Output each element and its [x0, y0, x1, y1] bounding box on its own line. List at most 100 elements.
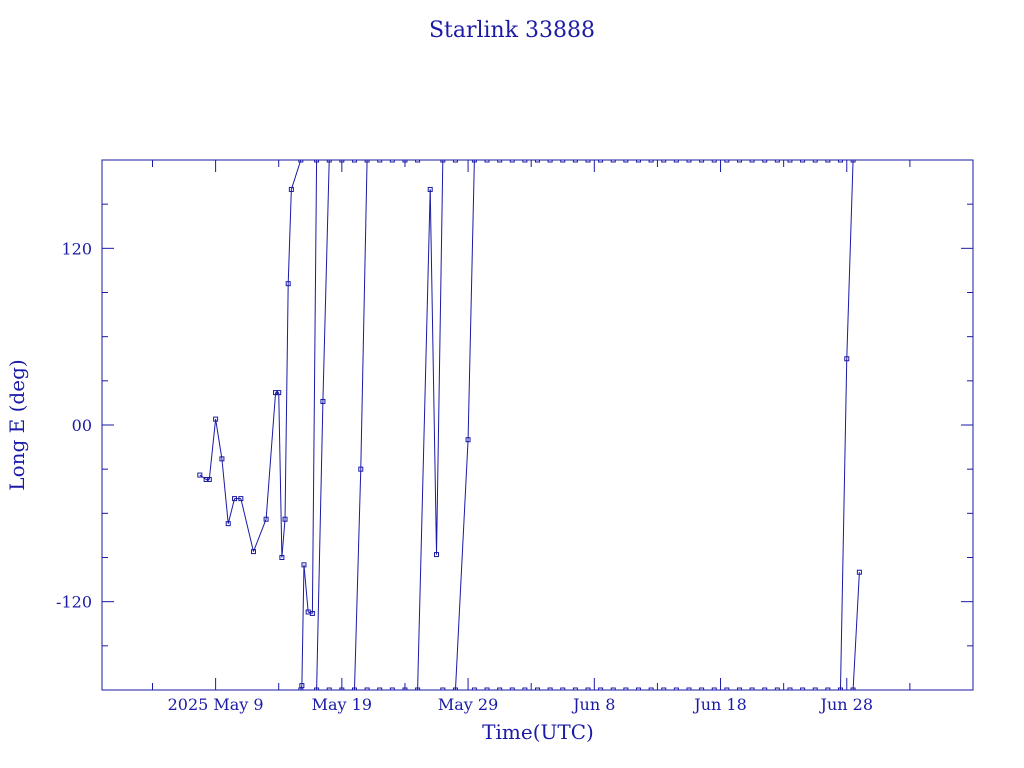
data-point — [415, 687, 421, 690]
data-point — [724, 687, 730, 690]
y-tick-label: -120 — [56, 593, 92, 612]
data-point — [276, 390, 282, 396]
data-point — [465, 437, 471, 443]
data-point — [749, 160, 755, 163]
data-point — [699, 160, 705, 163]
series-line-segment — [322, 160, 330, 402]
series-line-segment — [215, 419, 223, 459]
data-point — [787, 687, 793, 690]
data-point — [402, 687, 408, 690]
data-point — [850, 687, 856, 690]
data-point — [572, 687, 578, 690]
series-line-segment — [221, 458, 229, 524]
data-point — [471, 687, 477, 690]
data-point — [250, 549, 256, 555]
data-point — [547, 687, 553, 690]
data-point — [648, 160, 654, 163]
data-point — [402, 160, 408, 163]
series-line-segment — [436, 160, 444, 555]
data-point — [774, 687, 780, 690]
series-line-segment — [265, 392, 277, 520]
data-point — [598, 687, 604, 690]
data-point — [699, 687, 705, 690]
data-point — [301, 562, 307, 568]
data-point — [288, 186, 294, 192]
data-point — [787, 160, 793, 163]
data-point — [598, 160, 604, 163]
data-point — [219, 456, 225, 462]
data-point — [585, 687, 591, 690]
data-point — [377, 687, 383, 690]
data-point — [686, 160, 692, 163]
data-point — [440, 687, 446, 690]
data-point — [309, 610, 315, 616]
data-point — [282, 516, 288, 522]
series-line-segment — [852, 572, 860, 690]
data-point — [635, 687, 641, 690]
series-line-segment — [316, 401, 324, 690]
data-point — [238, 496, 244, 502]
data-point — [364, 687, 370, 690]
data-point — [484, 687, 490, 690]
data-point — [560, 687, 566, 690]
data-point — [522, 687, 528, 690]
data-point — [673, 160, 679, 163]
data-point — [197, 472, 203, 478]
data-point — [736, 687, 742, 690]
data-point — [774, 160, 780, 163]
series-line-segment — [454, 439, 469, 690]
data-point — [661, 160, 667, 163]
data-point — [471, 160, 477, 163]
data-point — [497, 160, 503, 163]
y-tick-label: 120 — [61, 239, 92, 258]
data-point — [279, 555, 285, 560]
data-point — [711, 687, 717, 690]
data-point — [837, 687, 843, 690]
data-point — [800, 687, 806, 690]
data-point — [389, 687, 395, 690]
data-point — [263, 516, 269, 522]
data-point — [326, 160, 332, 163]
data-point — [484, 160, 490, 163]
data-point — [273, 390, 279, 396]
data-point — [623, 687, 629, 690]
data-point — [648, 687, 654, 690]
data-point — [812, 687, 818, 690]
data-point — [686, 687, 692, 690]
y-axis: -120 00 120 — [56, 159, 973, 691]
data-point — [585, 160, 591, 163]
data-point — [825, 687, 831, 690]
data-point — [547, 160, 553, 163]
series-line-segment — [846, 160, 854, 359]
data-point — [232, 496, 238, 502]
data-point — [225, 521, 231, 527]
data-point — [415, 160, 421, 163]
data-point — [351, 160, 357, 163]
data-point — [635, 160, 641, 163]
series-line-segment — [417, 189, 431, 690]
data-point — [800, 160, 806, 163]
data-point — [610, 687, 616, 690]
series-line-segment — [290, 160, 302, 190]
data-point — [623, 160, 629, 163]
x-axis: 2025 May 9 May 19 May 29 Jun 8 Jun 18 Jun 28 — [151, 160, 974, 714]
data-point — [736, 160, 742, 163]
data-point — [314, 160, 320, 163]
data-point — [440, 160, 446, 163]
series-line-segment — [301, 564, 305, 686]
data-point — [213, 416, 219, 422]
data-point — [389, 160, 395, 163]
series-line-segment — [199, 474, 207, 480]
series-line-segment — [287, 189, 292, 284]
x-axis-label: Time(UTC) — [482, 720, 594, 744]
data-point — [326, 687, 332, 690]
data-point — [724, 160, 730, 163]
data-point — [427, 186, 433, 192]
data-point — [812, 160, 818, 163]
data-point — [299, 683, 305, 689]
series-line-segment — [311, 160, 318, 614]
data-point — [856, 569, 862, 575]
series-line-segment — [353, 469, 362, 690]
chart-title: Starlink 33888 — [429, 18, 595, 43]
